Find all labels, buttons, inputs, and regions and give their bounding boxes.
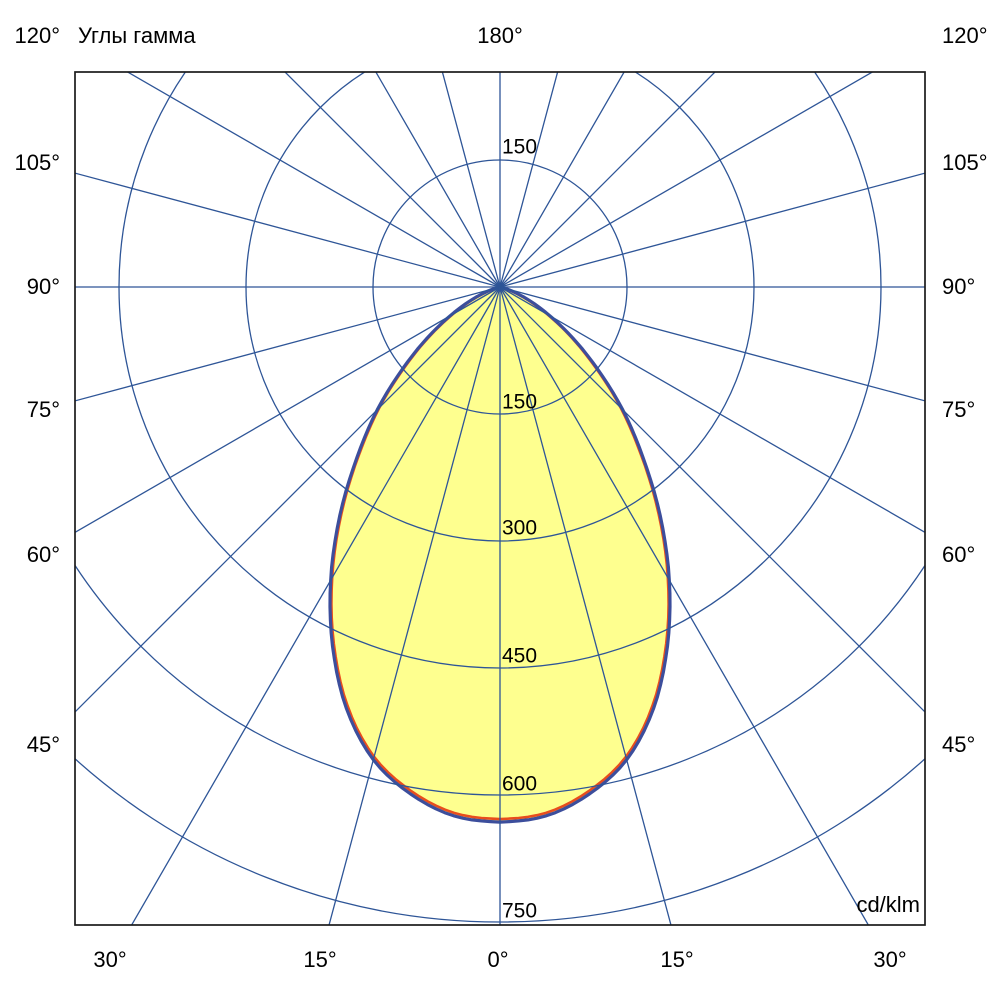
gamma-angle-label-left: 120° [14, 23, 60, 48]
grid-radial-line [75, 286, 501, 402]
grid-radial-line [499, 72, 559, 288]
gamma-angle-label-right: 90° [942, 274, 976, 299]
gamma-angle-label-top: 180° [477, 23, 523, 48]
gamma-angle-label-left: 75° [26, 397, 60, 422]
ring-value-label: 150 [502, 390, 538, 414]
plot-frame [74, 71, 926, 926]
gamma-angle-label-left: 45° [26, 732, 60, 757]
gamma-angle-label-right: 75° [942, 397, 976, 422]
ring-value-label: 450 [502, 644, 538, 668]
ring-value-label: 150 [502, 135, 538, 159]
chart-title: Углы гамма [78, 23, 196, 48]
ring-value-label: 600 [502, 772, 538, 796]
gamma-angle-label-left: 60° [26, 542, 60, 567]
grid-radial-line [126, 72, 501, 288]
grid-radial-line [75, 286, 501, 713]
ring-value-label: 750 [502, 899, 538, 923]
gamma-angle-label-bottom: 15° [660, 947, 694, 972]
gamma-angle-label-left: 105° [14, 150, 60, 175]
gamma-angle-label-bottom: 30° [93, 947, 127, 972]
gamma-angle-label-bottom: 30° [873, 947, 907, 972]
gamma-angle-label-left: 90° [26, 274, 60, 299]
unit-label: cd/klm [856, 892, 920, 917]
grid-radial-line [75, 286, 501, 534]
grid-radial-line [499, 72, 625, 288]
grid-radial-line [499, 286, 925, 713]
gamma-angle-label-right: 60° [942, 542, 976, 567]
grid-radial-line [499, 172, 925, 288]
gamma-angle-label-bottom: 15° [303, 947, 337, 972]
ring-value-label: 300 [502, 516, 538, 540]
gamma-angle-label-bottom: 0° [487, 947, 509, 972]
grid-radial-line [328, 286, 501, 925]
grid-radial-line [284, 72, 501, 288]
gamma-angle-label-right: 105° [942, 150, 988, 175]
gamma-angle-label-right: 45° [942, 732, 976, 757]
grid-radial-line [375, 72, 501, 288]
grid-radial-line [499, 72, 874, 288]
grid-radial-line [499, 72, 716, 288]
grid-radial-line [75, 172, 501, 288]
grid-radial-line [499, 286, 925, 402]
grid-radial-line [499, 286, 870, 925]
grid-radial-line [130, 286, 501, 925]
grid-radial-line [441, 72, 501, 288]
gamma-angle-label-right: 120° [942, 23, 988, 48]
grid-radial-line [499, 286, 672, 925]
grid-radial-line [499, 286, 925, 534]
